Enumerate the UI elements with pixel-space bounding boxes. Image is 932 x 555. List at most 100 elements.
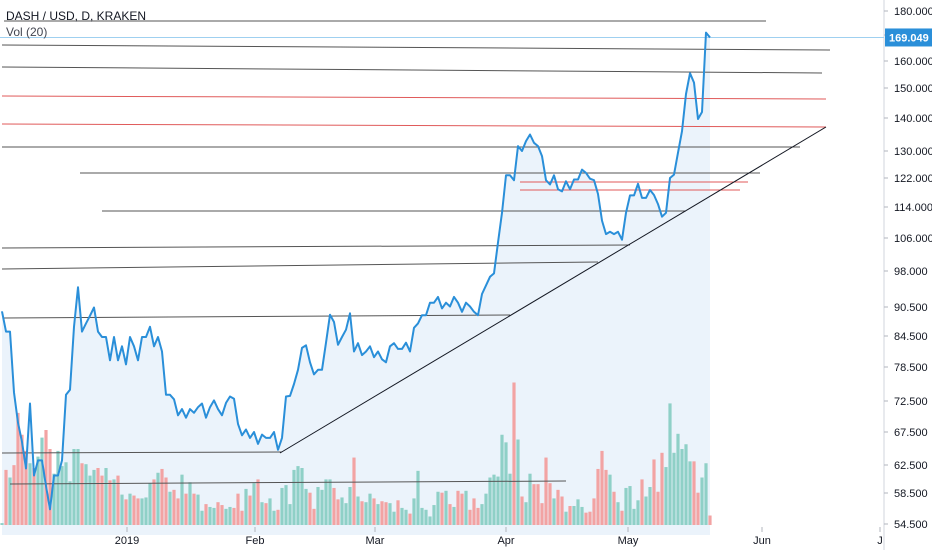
volume-bar [412, 498, 416, 525]
volume-bar [612, 491, 616, 525]
volume-bar [416, 470, 420, 525]
volume-bar [16, 412, 20, 525]
y-tick-label: 160.000 [894, 56, 932, 68]
resistance-level-line[interactable] [1, 95, 827, 100]
volume-bar [144, 497, 148, 525]
volume-bar [640, 479, 644, 525]
volume-bar [708, 515, 712, 525]
volume-bar [84, 464, 88, 525]
volume-bar [392, 511, 396, 525]
volume-bar [616, 502, 620, 525]
volume-bar [120, 494, 124, 525]
volume-bar [548, 483, 552, 525]
volume-bar [488, 477, 492, 525]
volume-bar [652, 459, 656, 525]
volume-bar [648, 487, 652, 525]
volume-bar [528, 473, 532, 525]
volume-bar [280, 487, 284, 525]
y-tick-label: 62.500 [894, 460, 928, 472]
trend-line[interactable] [279, 126, 827, 454]
volume-bar [240, 510, 244, 525]
volume-bar [24, 450, 28, 525]
volume-bar [460, 493, 464, 525]
volume-bar [384, 502, 388, 525]
volume-bar [80, 463, 84, 525]
volume-bar [180, 474, 184, 525]
volume-bar [112, 479, 116, 525]
volume-bar [348, 487, 352, 525]
support-level-line[interactable] [9, 480, 567, 485]
volume-bar [444, 490, 448, 525]
symbol-title[interactable]: DASH / USD, D, KRAKEN [6, 9, 147, 23]
volume-bar [352, 457, 356, 525]
volume-bar [560, 496, 564, 525]
volume-bar [336, 499, 340, 525]
volume-bar [380, 501, 384, 525]
support-level-line[interactable] [1, 261, 599, 270]
y-tick-label: 106.000 [894, 233, 932, 245]
volume-bar [12, 465, 16, 525]
volume-bar [420, 507, 424, 525]
support-level-line[interactable] [1, 44, 831, 51]
volume-bar [556, 489, 560, 525]
volume-bar [48, 449, 52, 525]
volume-bar [424, 509, 428, 525]
volume-bar [128, 493, 132, 525]
volume-bar [656, 491, 660, 525]
volume-bar [624, 487, 628, 525]
volume-bar [104, 468, 108, 525]
support-level-line[interactable] [1, 451, 283, 454]
volume-bar [140, 498, 144, 525]
volume-bar [440, 492, 444, 525]
volume-bar [204, 504, 208, 525]
price-line[interactable] [1, 31, 711, 511]
volume-bar [220, 505, 224, 525]
volume-bar [492, 474, 496, 525]
resistance-level-line[interactable] [1, 123, 827, 128]
volume-bar [108, 480, 112, 525]
volume-bar [124, 499, 128, 525]
y-tick-label: 114.000 [894, 202, 932, 214]
volume-bar [308, 492, 312, 525]
volume-bar [268, 498, 272, 525]
volume-bar [568, 506, 572, 525]
volume-bar [688, 461, 692, 525]
x-tick-label: 2019 [115, 535, 139, 547]
y-tick-label: 54.500 [894, 519, 928, 531]
volume-bar [684, 444, 688, 525]
volume-bar [644, 496, 648, 525]
volume-bar [704, 463, 708, 525]
volume-indicator-label[interactable]: Vol (20) [6, 25, 48, 39]
volume-bar [540, 503, 544, 525]
y-tick-label: 67.500 [894, 427, 928, 439]
volume-bar [296, 466, 300, 525]
volume-bar [404, 509, 408, 525]
volume-bar [320, 489, 324, 525]
volume-bar [340, 497, 344, 525]
support-level-line[interactable] [1, 244, 631, 249]
volume-bar [332, 487, 336, 525]
volume-bar [52, 473, 56, 525]
volume-bar [244, 488, 248, 525]
support-level-line[interactable] [1, 66, 823, 74]
volume-bar [664, 467, 668, 525]
volume-bar [316, 487, 320, 525]
volume-bar [60, 466, 64, 525]
volume-bar [64, 462, 68, 525]
volume-bar [628, 486, 632, 525]
volume-bar [252, 483, 256, 525]
volume-bar [500, 434, 504, 525]
chart-legend: DASH / USD, D, KRAKEN Vol (20) [6, 8, 146, 40]
volume-bar [272, 510, 276, 525]
volume-bar [0, 523, 4, 525]
volume-bar [116, 475, 120, 525]
volume-bar [516, 439, 520, 525]
volume-bar [4, 469, 8, 525]
volume-bar [56, 450, 60, 525]
volume-bar [216, 502, 220, 525]
volume-bar [312, 508, 316, 525]
volume-bar [364, 502, 368, 525]
volume-bar [408, 513, 412, 525]
